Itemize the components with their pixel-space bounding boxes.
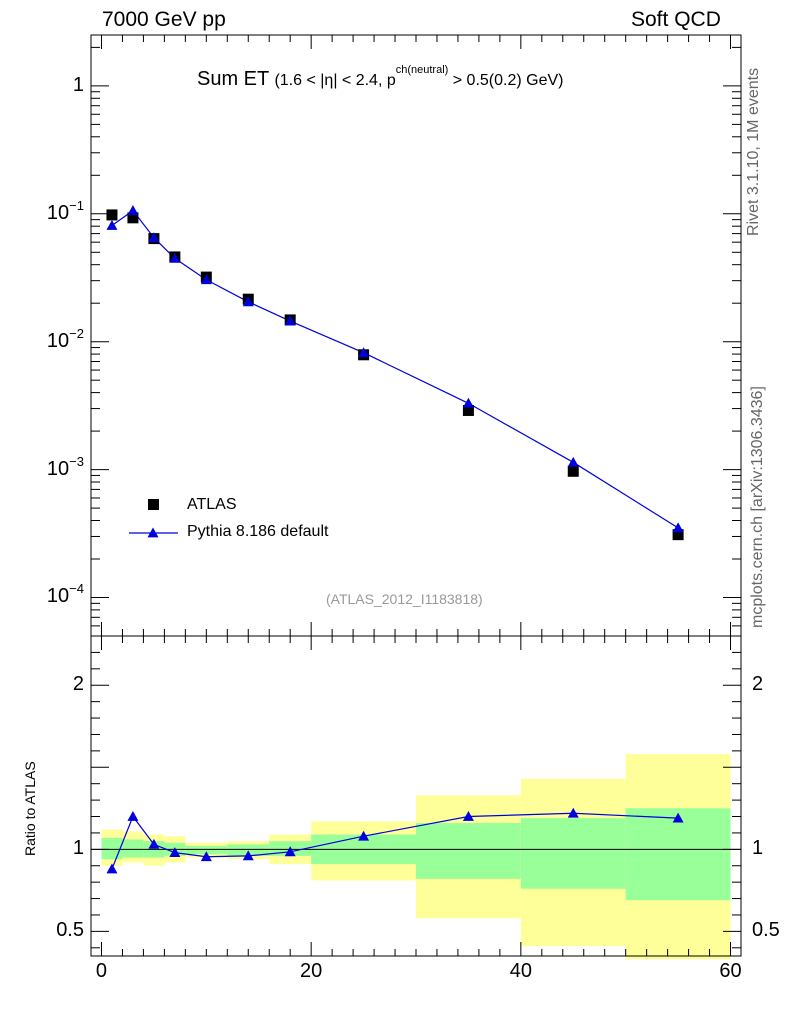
- pythia-point-9: [567, 456, 579, 467]
- mcplots-label: mcplots.cern.ch [arXiv:1306.3436]: [749, 386, 766, 628]
- tick-base: 10: [46, 457, 70, 480]
- pythia-point-8: [462, 397, 474, 408]
- ratio-point-2: [148, 838, 160, 849]
- top-y-tick-label: 1: [73, 74, 84, 97]
- legend-label-atlas: ATLAS: [187, 496, 237, 513]
- tick-base: 1: [72, 73, 84, 96]
- band-inner-1: [122, 839, 144, 858]
- ratio-point-9: [567, 807, 579, 818]
- pythia-point-3: [169, 252, 181, 263]
- pythia-point-7: [358, 347, 370, 358]
- pythia-point-4: [200, 274, 212, 285]
- x-tick-label: 40: [509, 960, 532, 982]
- tick-exponent: −2: [69, 325, 84, 341]
- atlas-point-10: [672, 529, 684, 541]
- ratio-point-4: [200, 851, 212, 862]
- tick-base: 10: [46, 201, 70, 224]
- pythia-point-2: [148, 232, 160, 243]
- pythia-point-10: [672, 522, 684, 533]
- ratio-y-tick-label-right: 0.5: [752, 919, 780, 942]
- title-range-open: (1.6 < |: [274, 72, 325, 89]
- atlas-point-1: [127, 212, 139, 224]
- header-left-label: 7000 GeV pp: [102, 8, 226, 31]
- ratio-y-tick-label-left: 1: [72, 837, 84, 860]
- title-range-end: > 0.5(0.2) GeV): [448, 72, 564, 89]
- legend-markers: [129, 499, 178, 538]
- legend-marker-pythia: [147, 527, 159, 538]
- ratio-point-5: [242, 850, 254, 861]
- ratio-point-0: [106, 863, 118, 874]
- ratio-point-1: [127, 811, 139, 821]
- axis-ticks: [91, 35, 741, 956]
- band-inner-4: [185, 846, 228, 855]
- ratio-point-6: [284, 846, 296, 857]
- ratio-y-tick-label-right: 2: [752, 673, 764, 696]
- tick-exponent: −4: [69, 581, 84, 597]
- tick-exponent: −3: [69, 453, 84, 469]
- band-inner-0: [101, 837, 123, 860]
- title-main: Sum ET: [197, 68, 269, 90]
- analysis-tag: (ATLAS_2012_I1183818): [326, 591, 483, 607]
- pythia-line: [111, 209, 679, 529]
- top-y-tick-label: 10−4: [46, 581, 84, 608]
- ratio-ylabel: Ratio to ATLAS: [22, 761, 38, 856]
- ratio-point-3: [169, 847, 181, 858]
- ratio-y-tick-label-right: 1: [752, 837, 764, 860]
- tick-base: 10: [46, 329, 70, 352]
- ratio-y-tick-label-left: 2: [72, 673, 84, 696]
- top-frame: [90, 34, 742, 637]
- top-y-tick-label: 10−2: [46, 326, 84, 353]
- title-range: (1.6 < |η| < 2.4, pch(neutral) > 0.5(0.2…: [274, 64, 564, 89]
- atlas-point-8: [462, 404, 474, 416]
- pythia-point-1: [127, 205, 139, 215]
- legend-label-pythia: Pythia 8.186 default: [187, 523, 329, 540]
- tick-exponent: −1: [69, 197, 84, 213]
- top-y-tick-label: 10−3: [46, 454, 84, 481]
- title-range-mid: | < 2.4, p: [333, 72, 396, 89]
- ratio-point-7: [358, 830, 370, 841]
- atlas-point-9: [567, 465, 579, 477]
- pythia-point-0: [106, 220, 118, 230]
- atlas-point-0: [106, 209, 118, 221]
- ratio-point-8: [462, 811, 474, 821]
- x-tick-label: 60: [719, 960, 742, 982]
- plot-title: Sum ET (1.6 < |η| < 2.4, pch(neutral) > …: [197, 64, 564, 91]
- ratio-y-tick-label-left: 0.5: [56, 919, 84, 942]
- title-eta: η: [324, 72, 334, 89]
- ratio-point-10: [672, 812, 684, 823]
- series-layer: [106, 205, 684, 874]
- pythia-point-5: [242, 296, 254, 307]
- top-y-tick-label: 10−1: [46, 198, 84, 225]
- ratio-bands: [101, 754, 731, 960]
- band-inner-8: [416, 823, 521, 879]
- band-inner-10: [625, 808, 731, 901]
- header-right-label: Soft QCD: [631, 8, 721, 31]
- legend-marker-atlas: [148, 499, 159, 510]
- x-tick-label: 20: [300, 960, 323, 982]
- pythia-point-6: [284, 315, 296, 326]
- band-inner-5: [227, 844, 270, 856]
- title-superscript: ch(neutral): [395, 64, 449, 76]
- rivet-label: Rivet 3.1.10, 1M events: [745, 67, 762, 236]
- band-inner-9: [520, 818, 626, 889]
- x-tick-label: 0: [95, 960, 108, 982]
- tick-base: 10: [46, 585, 70, 608]
